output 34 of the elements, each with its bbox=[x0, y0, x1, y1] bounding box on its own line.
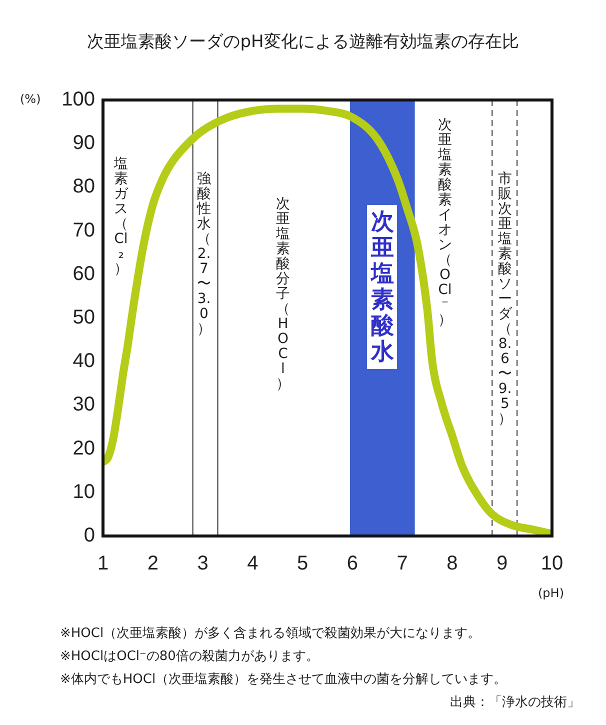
x-axis-title: (pH) bbox=[538, 586, 564, 600]
y-tick-label: 100 bbox=[62, 88, 95, 111]
text: ※HOClはOCl⁻の80倍の殺菌力があります。 bbox=[60, 648, 320, 666]
x-tick-label: 9 bbox=[496, 552, 508, 575]
x-tick-label: 2 bbox=[147, 552, 158, 575]
y-tick-label: 40 bbox=[72, 350, 95, 372]
x-tick-label: 6 bbox=[346, 552, 358, 575]
y-tick-label: 30 bbox=[72, 394, 95, 416]
y-tick-label: 70 bbox=[72, 219, 95, 242]
text: 次亜塩素酸素イオン（OCl⁻） bbox=[438, 117, 452, 328]
text: ※体内でもHOCl（次亜塩素酸）を発生させて血液中の菌を分解しています。 bbox=[60, 671, 508, 689]
x-tick-label: 3 bbox=[197, 552, 208, 575]
x-tick-label: 4 bbox=[247, 552, 258, 575]
x-tick-label: 10 bbox=[540, 552, 564, 575]
source-note: 出典：「浄水の技術」 bbox=[449, 694, 580, 712]
text: 市販次亜塩素酸ソーダ（8.6〜9.5） bbox=[498, 171, 512, 427]
text: 次亜塩素酸分子（HOCl） bbox=[276, 196, 290, 392]
band-label: 次亜塩素酸水 bbox=[367, 205, 398, 369]
chart-title: 次亜塩素酸ソーダのpH変化による遊離有効塩素の存在比 bbox=[86, 31, 520, 53]
y-tick-label: 50 bbox=[72, 306, 95, 329]
y-axis-title: (%) bbox=[20, 92, 41, 106]
x-tick-label: 1 bbox=[97, 552, 109, 575]
x-tick-label: 7 bbox=[396, 552, 408, 575]
text: 強酸性水（2.7〜3.0） bbox=[197, 171, 211, 337]
text: ※HOCl（次亜塩素酸）が多く含まれる領域で殺菌効果が大になります。 bbox=[60, 625, 482, 643]
y-tick-label: 90 bbox=[72, 132, 95, 154]
x-tick-label: 8 bbox=[446, 552, 458, 575]
y-tick-label: 60 bbox=[72, 262, 95, 285]
y-tick-label: 0 bbox=[84, 524, 95, 547]
y-tick-label: 80 bbox=[72, 176, 95, 198]
y-tick-label: 20 bbox=[72, 437, 95, 460]
annotation: 塩素ガス（Cl₂） bbox=[114, 156, 128, 277]
x-tick-label: 5 bbox=[296, 552, 308, 575]
y-tick-label: 10 bbox=[72, 480, 95, 503]
